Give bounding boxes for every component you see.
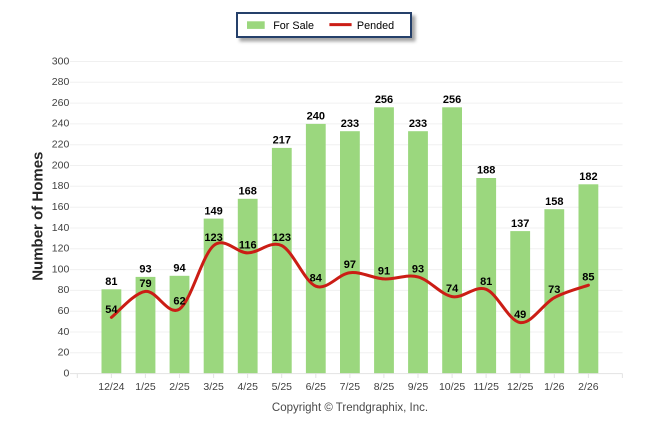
svg-text:256: 256 [443, 94, 461, 106]
svg-text:81: 81 [480, 276, 492, 288]
svg-text:2/26: 2/26 [578, 381, 599, 393]
svg-text:Pended: Pended [357, 20, 394, 32]
svg-text:97: 97 [344, 259, 356, 271]
svg-text:100: 100 [52, 263, 70, 275]
svg-text:93: 93 [139, 264, 151, 276]
svg-text:158: 158 [545, 196, 563, 208]
svg-text:123: 123 [204, 232, 222, 244]
svg-text:200: 200 [52, 159, 70, 171]
svg-text:220: 220 [52, 139, 70, 151]
svg-text:7/25: 7/25 [340, 381, 361, 393]
svg-text:For Sale: For Sale [273, 20, 314, 32]
svg-text:116: 116 [239, 239, 257, 251]
svg-text:160: 160 [52, 201, 70, 213]
svg-text:20: 20 [58, 347, 70, 359]
svg-text:1/25: 1/25 [135, 381, 156, 393]
svg-text:74: 74 [446, 283, 459, 295]
svg-text:9/25: 9/25 [408, 381, 429, 393]
svg-text:140: 140 [52, 222, 70, 234]
svg-text:217: 217 [273, 135, 291, 147]
svg-text:12/24: 12/24 [98, 381, 124, 393]
svg-text:233: 233 [409, 118, 427, 130]
svg-text:54: 54 [105, 304, 118, 316]
svg-text:60: 60 [58, 305, 70, 317]
svg-text:188: 188 [477, 165, 495, 177]
svg-text:182: 182 [579, 171, 597, 183]
svg-text:40: 40 [58, 326, 70, 338]
svg-text:0: 0 [63, 367, 69, 379]
svg-text:300: 300 [52, 55, 70, 67]
svg-text:260: 260 [52, 97, 70, 109]
svg-text:79: 79 [139, 278, 151, 290]
svg-text:81: 81 [105, 276, 117, 288]
svg-text:5/25: 5/25 [272, 381, 293, 393]
svg-text:123: 123 [273, 232, 291, 244]
svg-text:8/25: 8/25 [374, 381, 395, 393]
svg-text:91: 91 [378, 265, 390, 277]
svg-text:62: 62 [173, 296, 185, 308]
svg-text:240: 240 [307, 111, 325, 123]
svg-text:12/25: 12/25 [507, 381, 533, 393]
svg-text:240: 240 [52, 118, 70, 130]
svg-text:Copyright © Trendgraphix, Inc.: Copyright © Trendgraphix, Inc. [272, 402, 428, 414]
svg-text:3/25: 3/25 [203, 381, 224, 393]
svg-text:84: 84 [310, 273, 323, 285]
svg-text:10/25: 10/25 [439, 381, 465, 393]
svg-text:Number of Homes: Number of Homes [29, 152, 46, 281]
svg-text:11/25: 11/25 [473, 381, 499, 393]
svg-text:2/25: 2/25 [169, 381, 190, 393]
svg-text:120: 120 [52, 243, 70, 255]
svg-text:73: 73 [548, 284, 560, 296]
svg-text:6/25: 6/25 [306, 381, 327, 393]
svg-text:233: 233 [341, 118, 359, 130]
svg-text:137: 137 [511, 218, 529, 230]
svg-text:149: 149 [204, 205, 222, 217]
svg-text:80: 80 [58, 284, 70, 296]
svg-text:94: 94 [173, 263, 186, 275]
svg-text:256: 256 [375, 94, 393, 106]
svg-text:168: 168 [239, 186, 257, 198]
svg-text:93: 93 [412, 263, 424, 275]
svg-text:180: 180 [52, 180, 70, 192]
svg-text:4/25: 4/25 [237, 381, 258, 393]
svg-text:280: 280 [52, 76, 70, 88]
svg-text:1/26: 1/26 [544, 381, 565, 393]
svg-text:85: 85 [582, 272, 594, 284]
svg-text:49: 49 [514, 309, 526, 321]
